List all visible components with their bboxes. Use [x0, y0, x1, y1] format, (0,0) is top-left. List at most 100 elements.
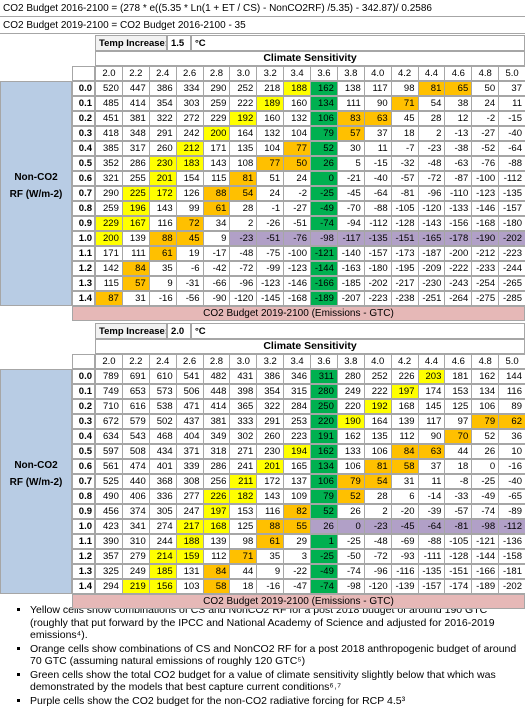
- column-header: 3.2: [256, 354, 285, 369]
- budget-cell: 164: [363, 414, 392, 429]
- budget-cell: 52: [471, 429, 500, 444]
- budget-cell: -23: [229, 231, 258, 246]
- budget-cell: 137: [283, 474, 311, 489]
- budget-cell: 290: [95, 186, 123, 201]
- row-key: 0.8: [72, 201, 95, 216]
- row-key: 0.8: [72, 489, 95, 504]
- budget-cell: 490: [95, 489, 123, 504]
- budget-cell: 54: [363, 474, 392, 489]
- budget-cell: 97: [444, 414, 473, 429]
- row-key: 1.1: [72, 246, 95, 261]
- budget-cell: 77: [283, 141, 311, 156]
- budget-cell: 164: [229, 126, 258, 141]
- budget-cell: 57: [336, 126, 365, 141]
- budget-cell: 138: [336, 81, 365, 96]
- budget-cell: 190: [336, 414, 365, 429]
- budget-cell: 286: [121, 156, 150, 171]
- budget-cell: -88: [363, 201, 392, 216]
- budget-cell: 672: [95, 414, 123, 429]
- budget-cell: -64: [417, 519, 446, 534]
- budget-cell: 451: [95, 111, 123, 126]
- budget-cell: 386: [148, 81, 177, 96]
- budget-cell: -25: [336, 534, 365, 549]
- budget-cell: -156: [444, 216, 473, 231]
- column-header: 3.8: [336, 354, 365, 369]
- budget-cell: 333: [229, 414, 258, 429]
- budget-cell: 2: [417, 126, 446, 141]
- budget-cell: -20: [390, 504, 419, 519]
- budget-cell: 341: [121, 519, 150, 534]
- column-header: 2.8: [202, 66, 231, 81]
- budget-cell: 153: [229, 504, 258, 519]
- budget-cell: 153: [444, 384, 473, 399]
- budget-cell: 339: [175, 459, 204, 474]
- budget-cell: 247: [175, 504, 204, 519]
- budget-cell: 188: [175, 534, 204, 549]
- column-header: 2.4: [148, 354, 177, 369]
- budget-cell: -238: [390, 291, 419, 306]
- row-key: 0.6: [72, 459, 95, 474]
- budget-cell: -96: [417, 186, 446, 201]
- budget-cell: 87: [95, 291, 123, 306]
- row-key: 0.5: [72, 444, 95, 459]
- budget-cell: 126: [175, 186, 204, 201]
- budget-cell: -217: [390, 276, 419, 291]
- budget-cell: 365: [229, 399, 258, 414]
- budget-cell: 30: [336, 141, 365, 156]
- budget-cell: 212: [175, 141, 204, 156]
- budget-cell: 71: [390, 96, 419, 111]
- budget-cell: -63: [444, 156, 473, 171]
- budget-cell: -285: [498, 291, 525, 306]
- budget-cell: 325: [95, 564, 123, 579]
- budget-cell: -69: [390, 534, 419, 549]
- budget-cell: -244: [498, 261, 525, 276]
- budget-cell: 11: [417, 474, 446, 489]
- budget-cell: 125: [444, 399, 473, 414]
- budget-cell: 9: [148, 276, 177, 291]
- budget-cell: -21: [336, 171, 365, 186]
- row-key: 1.3: [72, 564, 95, 579]
- budget-cell: 9: [256, 564, 285, 579]
- budget-cell: -27: [471, 126, 500, 141]
- budget-cell: -120: [363, 579, 392, 594]
- budget-cell: 117: [417, 414, 446, 429]
- budget-cell: -128: [390, 216, 419, 231]
- budget-cell: 54: [417, 96, 446, 111]
- budget-cell: -57: [390, 171, 419, 186]
- temp-label: Temp Increase:: [95, 323, 167, 339]
- budget-cell: 274: [148, 519, 177, 534]
- budget-cell: -105: [444, 534, 473, 549]
- budget-cell: 44: [444, 444, 473, 459]
- budget-cell: -100: [471, 171, 500, 186]
- budget-cell: 84: [390, 444, 419, 459]
- budget-cell: 81: [417, 81, 446, 96]
- budget-cell: 172: [148, 186, 177, 201]
- budget-cell: 29: [283, 534, 311, 549]
- row-key: 0.9: [72, 504, 95, 519]
- budget-cell: -112: [498, 519, 525, 534]
- budget-cell: 52: [310, 141, 338, 156]
- budget-cell: -47: [283, 579, 311, 594]
- budget-cell: 99: [175, 201, 204, 216]
- budget-cell: 81: [229, 171, 258, 186]
- budget-cell: -168: [471, 216, 500, 231]
- column-header: 4.0: [363, 66, 392, 81]
- column-header: 2.2: [121, 66, 150, 81]
- budget-cell: -26: [256, 216, 285, 231]
- budget-cell: 336: [148, 489, 177, 504]
- budget-cell: -121: [471, 534, 500, 549]
- row-key: 0.5: [72, 156, 95, 171]
- row-key: 1.3: [72, 276, 95, 291]
- column-header: 3.2: [256, 66, 285, 81]
- budget-cell: 308: [175, 474, 204, 489]
- budget-cell: -45: [390, 519, 419, 534]
- row-key: 1.2: [72, 549, 95, 564]
- budget-cell: -72: [229, 261, 258, 276]
- budget-cell: 485: [95, 96, 123, 111]
- budget-cell: 222: [363, 384, 392, 399]
- budget-cell: 154: [175, 171, 204, 186]
- budget-cell: -146: [471, 201, 500, 216]
- budget-cell: 188: [283, 81, 311, 96]
- budget-cell: 346: [283, 369, 311, 384]
